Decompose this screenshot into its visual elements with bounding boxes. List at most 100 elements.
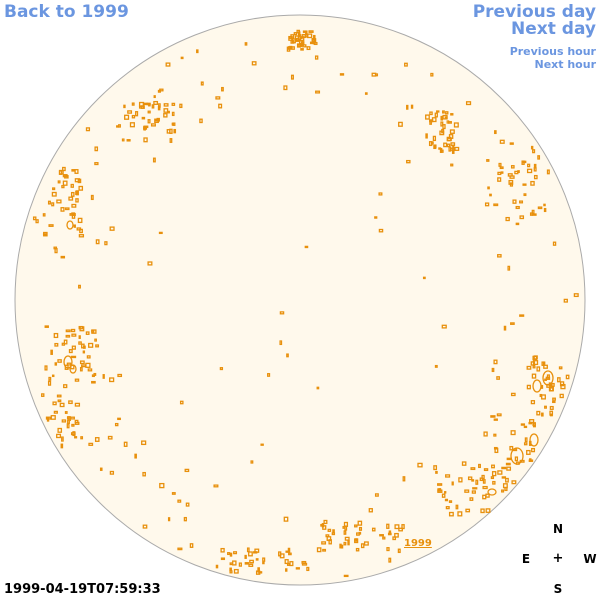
contour-mark [529,212,533,216]
previous-hour-link[interactable]: Previous hour [509,45,596,58]
compass-east: E [521,552,531,566]
contour-mark [497,254,502,258]
contour-mark [60,255,66,259]
contour-oval [529,433,539,447]
contour-mark [523,442,528,446]
contour-mark [528,459,534,462]
contour-mark [129,122,135,128]
contour-mark [66,416,70,420]
contour-mark [501,466,507,470]
contour-mark [371,527,376,532]
contour-mark [135,111,139,117]
contour-mark [472,487,478,490]
contour-mark [532,365,536,369]
contour-mark [244,42,248,46]
contour-mark [397,548,401,554]
contour-mark [159,482,165,489]
contour-mark [53,332,59,339]
contour-mark [523,193,527,197]
contour-mark [507,265,511,271]
year-link[interactable]: 1999 [404,538,432,549]
contour-mark [489,193,492,197]
contour-mark [551,382,555,387]
contour-mark [392,536,397,541]
contour-mark [497,470,503,475]
contour-mark [131,102,135,106]
contour-mark [233,551,238,555]
contour-mark [371,72,377,77]
contour-mark [53,410,58,414]
contour-oval [510,447,524,465]
contour-mark [437,483,443,486]
contour-mark [71,203,77,208]
contour-mark [66,362,72,366]
contour-mark [177,547,183,551]
contour-mark [520,423,526,426]
contour-mark [180,56,184,60]
contour-mark [179,103,183,109]
contour-mark [54,342,59,347]
contour-mark [312,41,316,45]
observation-timestamp: 1999-04-19T07:59:33 [4,582,161,597]
contour-oval [542,370,554,386]
contour-mark [255,558,259,561]
contour-mark [306,566,310,572]
contour-mark [499,166,504,170]
contour-mark [505,216,510,222]
contour-mark [509,142,514,145]
contour-mark [250,460,254,464]
contour-oval [69,364,77,374]
contour-mark [493,203,499,207]
back-to-year-link[interactable]: Back to 1999 [4,2,129,22]
contour-mark [565,374,570,380]
contour-mark [314,55,319,60]
contour-mark [308,30,314,33]
next-day-link[interactable]: Next day [511,19,596,39]
contour-mark [441,324,447,329]
contour-mark [490,476,495,480]
contour-mark [448,511,454,517]
contour-mark [552,397,556,401]
contour-mark [151,104,155,109]
contour-mark [169,128,173,134]
contour-mark [549,405,554,410]
contour-mark [355,547,360,552]
contour-mark [429,111,433,116]
contour-mark [533,174,538,180]
contour-mark [505,477,509,483]
contour-mark [483,431,488,437]
contour-mark [94,338,97,342]
contour-mark [537,206,543,210]
contour-mark [509,175,515,179]
contour-mark [215,564,219,569]
contour-mark [436,110,440,113]
contour-mark [484,202,490,207]
contour-mark [444,498,449,502]
contour-mark [71,169,76,172]
contour-mark [526,365,532,370]
contour-mark [87,368,93,372]
contour-mark [116,125,119,128]
contour-mark [279,553,285,559]
contour-mark [417,462,423,468]
next-hour-link[interactable]: Next hour [534,58,597,71]
contour-mark [183,516,187,522]
contour-mark [354,524,358,528]
contour-mark [285,550,291,553]
contour-mark [262,557,266,562]
contour-mark [62,180,68,186]
contour-mark [374,216,378,219]
contour-oval [63,355,73,369]
contour-mark [54,362,58,366]
previous-day-link[interactable]: Previous day [472,2,596,22]
contour-mark [531,373,537,379]
contour-mark [63,384,68,389]
contour-mark [519,314,525,317]
contour-mark [56,199,62,204]
contour-mark [109,470,115,475]
contour-mark [64,411,68,414]
contour-mark [163,108,169,113]
contour-mark [519,215,525,220]
contour-mark [123,441,128,447]
contour-mark [283,85,288,91]
